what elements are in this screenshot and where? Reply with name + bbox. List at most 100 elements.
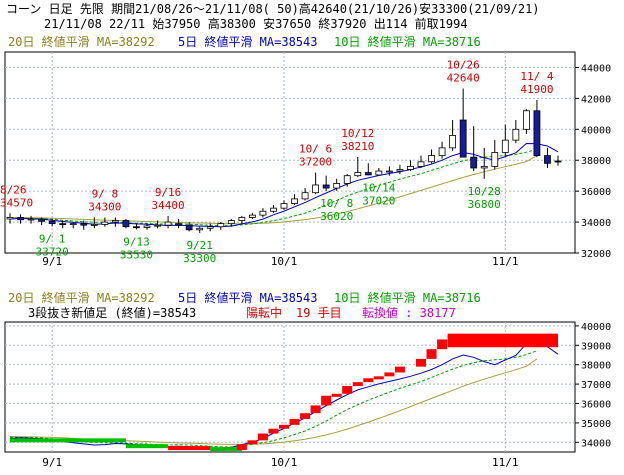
annotation-date: 10/14 [362,181,395,194]
candle-body [375,170,383,176]
candle-body [333,183,341,189]
annotation-date: 9/ 8 [92,187,119,200]
annotation-price: 38210 [341,140,374,153]
line-break-block [310,405,321,414]
candle-body [480,166,488,169]
annotation-date: 10/12 [341,127,374,140]
candle-body [59,223,67,226]
lower-info-count: 19 手目 [296,306,342,320]
y-tick-label: 36000 [581,187,611,198]
candle-body [38,218,46,222]
line-break-block [331,393,342,397]
annotation-price: 33300 [183,252,216,265]
line-break-flat [10,438,126,443]
line-break-block [352,382,363,387]
candle-body [522,110,530,130]
candle-body [312,184,320,194]
lower-info-prefix: 3段抜き新値足 (終値)=38543 [28,305,196,320]
candle-body [459,119,467,158]
candle-body [17,217,24,221]
candle-body [227,220,235,225]
legend-ma10-lower: 10日 終値平滑 MA=38716 [334,290,481,305]
annotation-date: 10/ 8 [320,197,353,210]
x-tick-label: 9/1 [42,255,62,268]
y-tick-label: 42000 [581,94,611,105]
legend-ma5-lower: 5日 終値平滑 MA=38543 [178,290,317,305]
candle-body [111,220,119,223]
y-tick-label: 35000 [581,419,611,430]
y-tick-label: 44000 [581,63,611,74]
legend-ma5-upper: 5日 終値平滑 MA=38543 [178,34,317,49]
candle-body [48,220,56,225]
candle-body [544,155,551,164]
candle-body [449,135,457,149]
annotation-date: 9/21 [186,239,213,252]
candle-body [343,175,351,184]
lower-plot-frame [4,321,576,453]
annotation-date: 10/28 [468,185,501,198]
annotation-price: 33720 [36,245,69,258]
annotation-price: 36020 [320,210,353,223]
line-break-flat [210,447,242,452]
annotation-price: 34400 [152,199,185,212]
x-tick-label: 10/1 [271,255,298,268]
candle-body [154,224,161,227]
line-break-block [300,413,311,420]
candle-body [396,169,404,172]
line-break-block [289,419,300,425]
x-tick-label: 10/1 [271,456,298,469]
ma20-line [9,155,538,225]
x-tick-label: 9/1 [42,456,62,469]
candle-body [90,223,98,226]
candle-body [185,224,193,231]
legend-ma20-upper: 20日 終値平滑 MA=38292 [8,34,155,49]
line-break-block [394,366,405,373]
y-tick-label: 39000 [581,341,611,352]
candle-body [417,161,425,167]
candle-body [27,218,35,221]
candle-body [291,198,298,204]
line-break-block [373,376,384,380]
y-tick-label: 40000 [581,125,611,136]
lower-info-reversal: 転換値 : 38177 [362,305,456,320]
line-break-block [437,339,448,350]
annotation-date: 9/ 1 [39,232,66,245]
candle-body [133,226,140,229]
candle-body [101,221,109,225]
upper-plot-frame [4,51,576,254]
y-tick-label: 37000 [581,380,611,391]
candle-body [322,184,330,189]
candle-body [554,160,562,163]
candle-body [280,203,288,209]
candle-body [354,172,362,177]
annotation-price: 42640 [447,71,480,84]
candle-body [217,223,225,228]
candle-body [491,152,499,167]
line-break-block [279,424,289,429]
candle-body [69,223,77,226]
annotation-price: 37020 [362,194,395,207]
candle-body [501,139,509,153]
candle-body [428,155,435,163]
lower-y-axis: 34000 35000 36000 37000 38000 39000 40000 [575,322,611,449]
upper-candles [6,88,562,233]
annotation-price: 33530 [120,248,153,261]
line-break-block [426,349,437,359]
candle-body [164,221,172,226]
annotation-price: 34570 [0,196,33,209]
line-break-block [321,395,332,406]
upper-grid [5,52,575,253]
annotation-date: 9/13 [123,235,150,248]
candle-body [470,156,478,169]
candle-body [248,214,256,218]
candle-body [512,128,520,141]
annotation-price: 41900 [520,83,553,96]
line-break-ceiling [447,333,558,348]
y-tick-label: 34000 [581,218,611,229]
ma10-line [10,148,538,227]
line-break-block [236,444,247,451]
annotation-date: 10/26 [447,58,480,71]
annotation-date: 8/26 [0,183,27,196]
